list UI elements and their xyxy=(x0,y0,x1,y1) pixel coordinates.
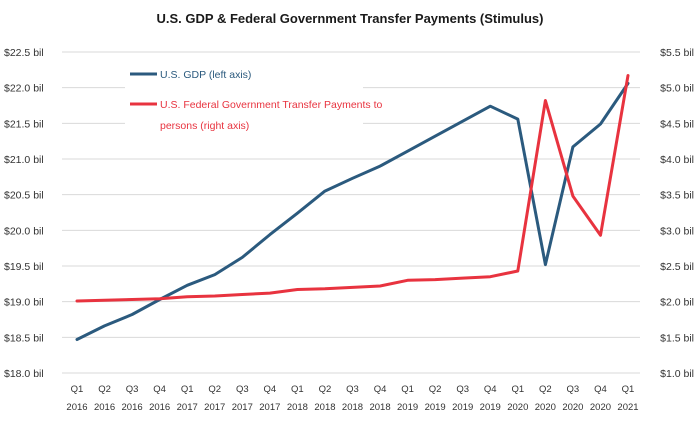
left-tick-label: $19.5 bil xyxy=(4,261,44,273)
x-tick-year: 2017 xyxy=(177,402,198,413)
left-tick-label: $18.0 bil xyxy=(4,368,44,380)
x-tick-quarter: Q4 xyxy=(374,384,387,395)
right-tick-label: $2.5 bil xyxy=(660,261,694,273)
x-tick-quarter: Q1 xyxy=(181,384,194,395)
x-tick-year: 2016 xyxy=(149,402,170,413)
x-tick-quarter: Q2 xyxy=(539,384,552,395)
x-tick-quarter: Q1 xyxy=(71,384,84,395)
left-tick-label: $20.5 bil xyxy=(4,190,44,202)
x-tick-year: 2017 xyxy=(259,402,280,413)
x-tick-year: 2016 xyxy=(94,402,115,413)
x-tick-quarter: Q3 xyxy=(567,384,580,395)
x-tick-year: 2019 xyxy=(480,402,501,413)
left-tick-label: $21.0 bil xyxy=(4,154,44,166)
x-tick-quarter: Q2 xyxy=(319,384,332,395)
x-tick-quarter: Q4 xyxy=(594,384,607,395)
x-tick-quarter: Q3 xyxy=(456,384,469,395)
left-tick-label: $22.5 bil xyxy=(4,47,44,59)
right-tick-label: $2.0 bil xyxy=(660,297,694,309)
left-axis: $18.0 bil $18.5 bil $19.0 bil $19.5 bil $20.… xyxy=(4,47,44,380)
right-tick-label: $3.0 bil xyxy=(660,225,694,237)
x-tick-quarter: Q3 xyxy=(126,384,139,395)
chart-title: U.S. GDP & Federal Government Transfer P… xyxy=(157,11,544,26)
left-tick-label: $19.0 bil xyxy=(4,297,44,309)
x-tick-year: 2020 xyxy=(562,402,583,413)
legend-label-gdp: U.S. GDP (left axis) xyxy=(160,69,251,81)
x-tick-year: 2017 xyxy=(232,402,253,413)
x-tick-year: 2020 xyxy=(507,402,528,413)
x-tick-year: 2016 xyxy=(66,402,87,413)
x-tick-quarter: Q2 xyxy=(208,384,221,395)
x-tick-quarter: Q2 xyxy=(98,384,111,395)
left-tick-label: $18.5 bil xyxy=(4,332,44,344)
x-tick-year: 2019 xyxy=(397,402,418,413)
legend-background xyxy=(125,57,363,139)
right-tick-label: $5.5 bil xyxy=(660,47,694,59)
x-tick-year: 2019 xyxy=(452,402,473,413)
x-tick-quarter: Q1 xyxy=(401,384,414,395)
x-tick-year: 2020 xyxy=(590,402,611,413)
legend: U.S. GDP (left axis) U.S. Federal Govern… xyxy=(125,57,385,139)
x-tick-quarter: Q3 xyxy=(236,384,249,395)
x-tick-year: 2016 xyxy=(122,402,143,413)
x-tick-quarter: Q1 xyxy=(511,384,524,395)
x-tick-quarter: Q4 xyxy=(484,384,497,395)
x-axis: Q1 2016 Q2 2016 Q3 2016 Q4 2016 Q1 2017 Q2 2017 Q3 20… xyxy=(66,384,638,413)
right-tick-label: $1.0 bil xyxy=(660,368,694,380)
x-tick-quarter: Q1 xyxy=(622,384,635,395)
x-tick-year: 2018 xyxy=(342,402,363,413)
right-tick-label: $4.0 bil xyxy=(660,154,694,166)
x-tick-year: 2021 xyxy=(617,402,638,413)
x-tick-year: 2020 xyxy=(535,402,556,413)
series-group xyxy=(75,74,630,341)
right-tick-label: $4.5 bil xyxy=(660,118,694,130)
right-axis: $1.0 bil $1.5 bil $2.0 bil $2.5 bil $3.0 bil… xyxy=(660,47,694,380)
x-tick-year: 2018 xyxy=(369,402,390,413)
x-tick-quarter: Q4 xyxy=(264,384,277,395)
right-tick-label: $1.5 bil xyxy=(660,332,694,344)
x-tick-quarter: Q2 xyxy=(429,384,442,395)
transfer-payments-series-line xyxy=(75,74,630,303)
x-tick-year: 2017 xyxy=(204,402,225,413)
x-tick-quarter: Q3 xyxy=(346,384,359,395)
left-tick-label: $20.0 bil xyxy=(4,225,44,237)
x-tick-year: 2018 xyxy=(287,402,308,413)
left-tick-label: $21.5 bil xyxy=(4,118,44,130)
x-tick-year: 2019 xyxy=(425,402,446,413)
left-tick-label: $22.0 bil xyxy=(4,83,44,95)
x-tick-quarter: Q4 xyxy=(153,384,166,395)
x-tick-year: 2018 xyxy=(314,402,335,413)
right-tick-label: $5.0 bil xyxy=(660,83,694,95)
right-tick-label: $3.5 bil xyxy=(660,190,694,202)
legend-label-transfers: U.S. Federal Government Transfer Payment… xyxy=(160,99,385,132)
gdp-series-line xyxy=(75,81,630,341)
x-tick-quarter: Q1 xyxy=(291,384,304,395)
